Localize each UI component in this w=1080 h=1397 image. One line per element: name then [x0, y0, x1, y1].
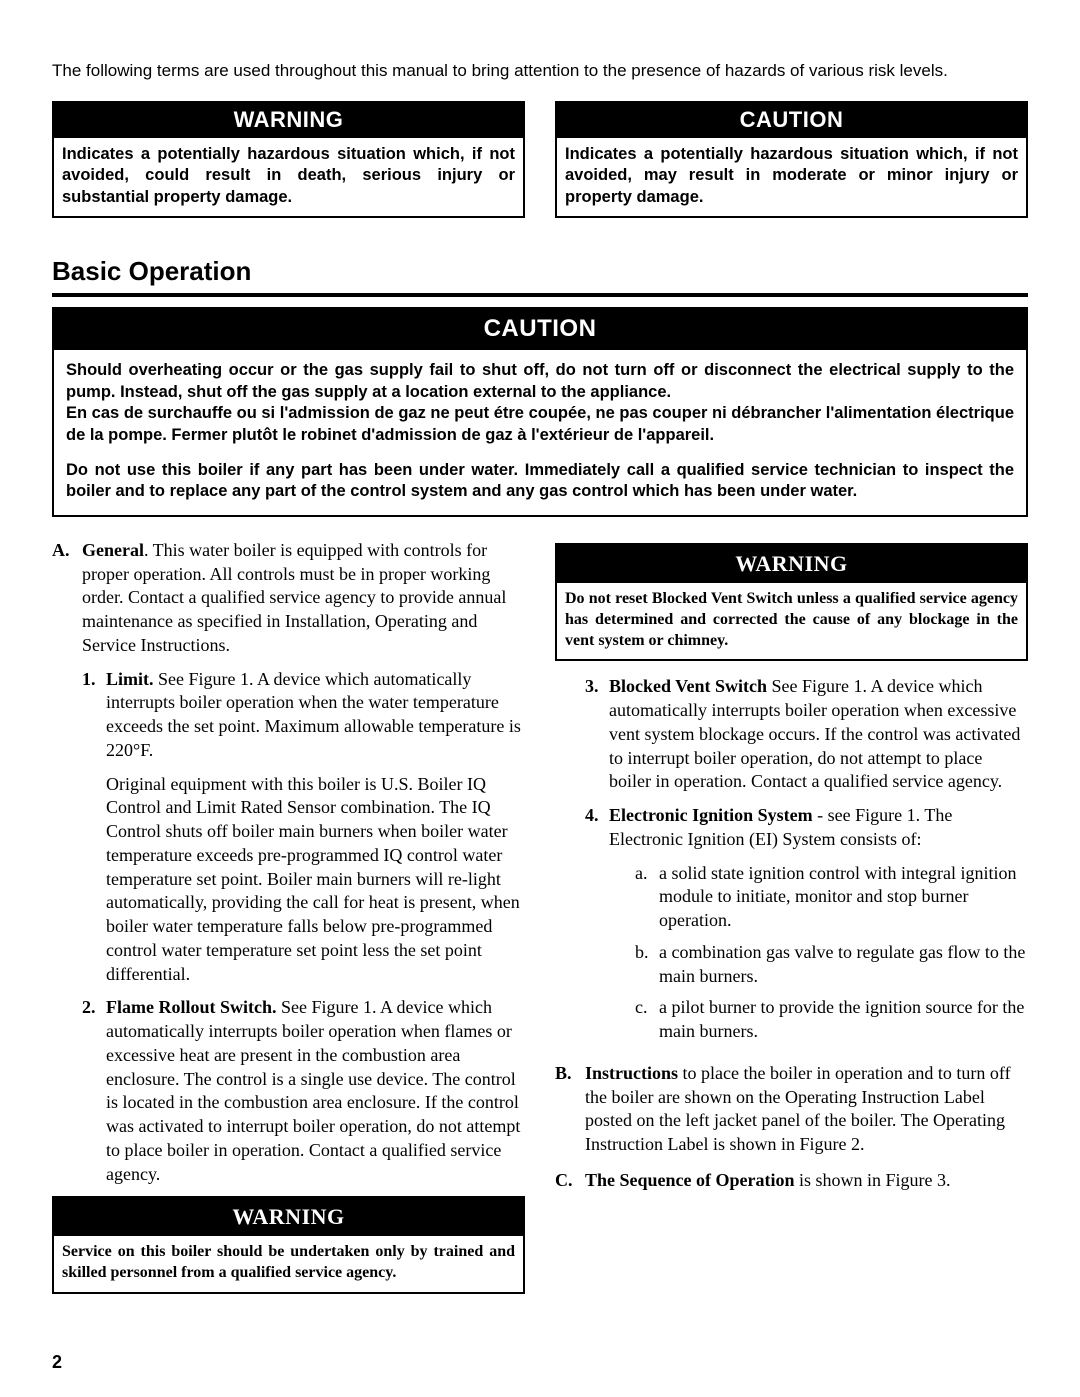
item-4: 4. Electronic Ignition System - see Figu… — [585, 804, 1028, 1052]
fc-p3: Do not use this boiler if any part has b… — [66, 460, 1014, 503]
item1-title: Limit. — [106, 669, 154, 689]
item2-title: Flame Rollout Switch. — [106, 997, 277, 1017]
item-c: C. The Sequence of Operation is shown in… — [555, 1169, 1028, 1193]
left-warning-box: WARNING Service on this boiler should be… — [52, 1196, 525, 1294]
letter-a: A. — [52, 539, 74, 658]
top-alert-row: WARNING Indicates a potentially hazardou… — [52, 101, 1028, 232]
right-warning-box: WARNING Do not reset Blocked Vent Switch… — [555, 543, 1028, 661]
item-b: B. Instructions to place the boiler in o… — [555, 1062, 1028, 1157]
right-warning-header: WARNING — [557, 545, 1026, 583]
item-1: 1. Limit. See Figure 1. A device which a… — [82, 668, 525, 987]
item4-title: Electronic Ignition System — [609, 805, 813, 825]
warning-box-top: WARNING Indicates a potentially hazardou… — [52, 101, 525, 218]
c-title: The Sequence of Operation — [585, 1170, 795, 1190]
c-text: is shown in Figure 3. — [795, 1170, 951, 1190]
b-title: Instructions — [585, 1063, 678, 1083]
right-warning-body: Do not reset Blocked Vent Switch unless … — [557, 583, 1026, 659]
item1-text1: See Figure 1. A device which automatical… — [106, 669, 521, 760]
num-1: 1. — [82, 668, 100, 987]
sub-c: c.a pilot burner to provide the ignition… — [635, 996, 1028, 1044]
sub-a-text: a solid state ignition control with inte… — [659, 862, 1028, 933]
sl-b: b. — [635, 941, 653, 989]
full-caution-box: CAUTION Should overheating occur or the … — [52, 307, 1028, 517]
a-text: . This water boiler is equipped with con… — [82, 540, 506, 655]
sl-c: c. — [635, 996, 653, 1044]
right-column: WARNING Do not reset Blocked Vent Switch… — [555, 539, 1028, 1308]
item-3: 3. Blocked Vent Switch See Figure 1. A d… — [585, 675, 1028, 794]
item1-text2: Original equipment with this boiler is U… — [106, 773, 525, 987]
caution-header: CAUTION — [557, 103, 1026, 138]
sub-b: b.a combination gas valve to regulate ga… — [635, 941, 1028, 989]
sub-a: a.a solid state ignition control with in… — [635, 862, 1028, 933]
left-warning-body: Service on this boiler should be underta… — [54, 1236, 523, 1292]
a-title: General — [82, 540, 144, 560]
fc-p1a: Should overheating occur or the gas supp… — [66, 361, 1014, 400]
letter-b: B. — [555, 1062, 577, 1157]
letter-c: C. — [555, 1169, 577, 1193]
item-2: 2. Flame Rollout Switch. See Figure 1. A… — [82, 996, 525, 1186]
left-column: A. General. This water boiler is equippe… — [52, 539, 525, 1308]
item3-title: Blocked Vent Switch — [609, 676, 767, 696]
num-2: 2. — [82, 996, 100, 1186]
num-4: 4. — [585, 804, 603, 1052]
sub-b-text: a combination gas valve to regulate gas … — [659, 941, 1028, 989]
caution-body: Indicates a potentially hazardous situat… — [557, 138, 1026, 216]
item-a: A. General. This water boiler is equippe… — [52, 539, 525, 658]
full-caution-body: Should overheating occur or the gas supp… — [54, 350, 1026, 515]
sl-a: a. — [635, 862, 653, 933]
caution-box-top: CAUTION Indicates a potentially hazardou… — [555, 101, 1028, 218]
section-title: Basic Operation — [52, 256, 1028, 297]
warning-body: Indicates a potentially hazardous situat… — [54, 138, 523, 216]
left-warning-header: WARNING — [54, 1198, 523, 1236]
full-caution-header: CAUTION — [54, 309, 1026, 350]
item2-text: See Figure 1. A device which automatical… — [106, 997, 520, 1183]
num-3: 3. — [585, 675, 603, 794]
sub-c-text: a pilot burner to provide the ignition s… — [659, 996, 1028, 1044]
intro-text: The following terms are used throughout … — [52, 60, 1028, 83]
content-columns: A. General. This water boiler is equippe… — [52, 539, 1028, 1308]
page-number: 2 — [52, 1352, 62, 1373]
warning-header: WARNING — [54, 103, 523, 138]
fc-p1b: En cas de surchauffe ou si l'admission d… — [66, 404, 1014, 443]
